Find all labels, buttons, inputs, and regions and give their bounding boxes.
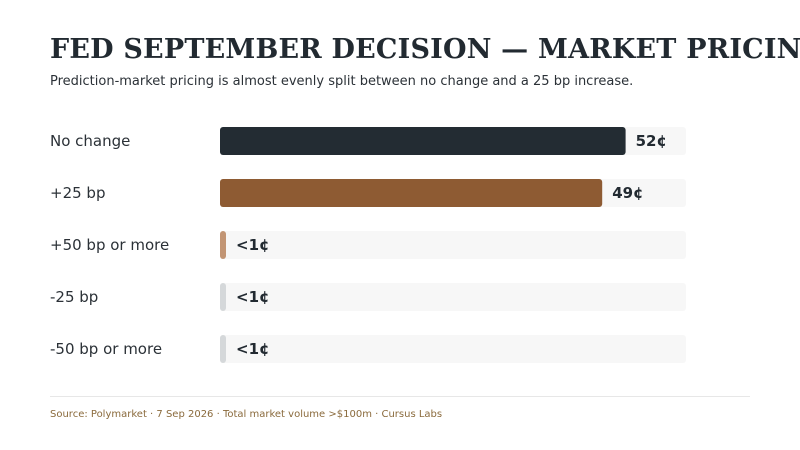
chart-title: FED SEPTEMBER DECISION — MARKET PRICING — [50, 34, 800, 65]
category-label: No change — [50, 132, 130, 150]
bar — [220, 179, 603, 207]
footer-divider — [50, 396, 750, 397]
bar — [220, 231, 226, 259]
bar-track — [220, 335, 686, 363]
bar-track — [220, 231, 686, 259]
value-label: <1¢ — [236, 288, 269, 306]
category-label: -25 bp — [50, 288, 98, 306]
bar-track — [220, 283, 686, 311]
bar — [220, 335, 226, 363]
bar-chart: No change 52¢ +25 bp 49¢ +50 bp or more <1¢ -2… — [50, 127, 686, 363]
value-label: 52¢ — [636, 132, 667, 150]
bar — [220, 283, 226, 311]
value-label: 49¢ — [612, 184, 643, 202]
category-label: +50 bp or more — [50, 236, 169, 254]
category-label: -50 bp or more — [50, 340, 162, 358]
chart-subtitle: Prediction-market pricing is almost even… — [50, 74, 634, 89]
bar — [220, 127, 626, 155]
source-note: Source: Polymarket · 7 Sep 2026 · Total … — [50, 409, 443, 420]
value-label: <1¢ — [236, 340, 269, 358]
value-label: <1¢ — [236, 236, 269, 254]
category-label: +25 bp — [50, 184, 105, 202]
